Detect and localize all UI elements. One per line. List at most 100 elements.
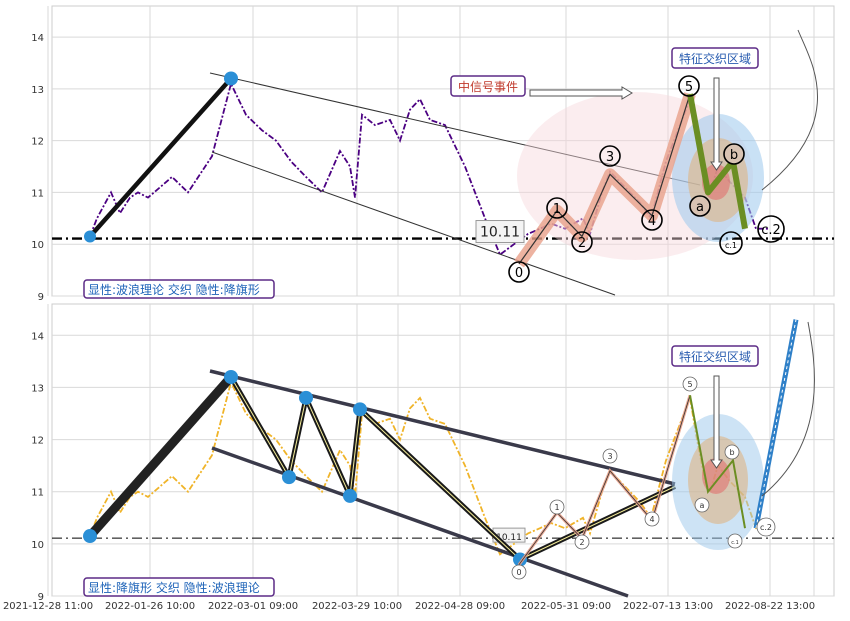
top-wave-marker — [678, 75, 700, 97]
top-y-tick-label: 11 — [31, 188, 44, 199]
top-reference-tag-box — [475, 220, 525, 244]
bottom-channel-upper — [209, 369, 676, 486]
top-wave-label: 1 — [553, 202, 561, 217]
bottom-zone-label-box — [671, 345, 759, 367]
bottom-y-tick-label: 13 — [31, 383, 44, 394]
top-wave-label: 5 — [685, 80, 693, 95]
bottom-price-line — [89, 379, 768, 556]
top-y-tick-label: 13 — [31, 85, 44, 96]
bottom-wave-label: 0 — [516, 568, 521, 577]
bottom-wave-marker — [644, 511, 660, 527]
top-wave-marker — [689, 195, 711, 217]
top-wave-marker — [546, 197, 568, 219]
bottom-panel: 9101112131410.11012345abc.1c.2特征交织区域显性:降… — [31, 303, 835, 603]
bottom-wave-label: 1 — [554, 503, 559, 512]
top-wave-label: 0 — [515, 266, 523, 281]
bottom-pivot-marker — [353, 402, 367, 417]
x-tick-label: 2022-08-22 13:00 — [725, 601, 815, 612]
top-pivot-marker — [224, 71, 238, 86]
top-wave-label: a — [696, 200, 704, 215]
top-zone-label: 特征交织区域 — [679, 51, 751, 66]
top-wave-label: 4 — [648, 214, 656, 229]
bottom-wave-marker — [574, 534, 590, 550]
top-wave-label: b — [730, 148, 738, 163]
top-correction-path — [687, 93, 748, 230]
bottom-wave-marker — [682, 376, 698, 392]
bottom-correction-path — [689, 395, 746, 529]
top-panel: 9101112131410.11012345abc.1c.2中信号事件特征交织区… — [31, 5, 835, 303]
bottom-pivot-marker — [282, 470, 296, 485]
top-target-arc — [761, 29, 818, 191]
top-wave-marker — [723, 143, 745, 165]
top-event-arrow — [529, 86, 633, 100]
top-zone-label-box — [671, 47, 759, 69]
bottom-wave-marker — [727, 533, 743, 549]
x-tick-label: 2022-07-13 13:00 — [623, 601, 713, 612]
bottom-wave-label: b — [729, 448, 734, 457]
bottom-wave-marker — [724, 444, 740, 460]
bottom-wave-label: c.2 — [760, 523, 772, 532]
top-channel-lower — [211, 151, 616, 296]
x-tick-label: 2022-03-01 09:00 — [208, 601, 298, 612]
top-wave-label: 3 — [606, 150, 614, 165]
bottom-wave-marker — [756, 517, 776, 537]
bottom-y-tick-label: 10 — [31, 540, 44, 551]
bottom-rally-leg — [86, 374, 235, 540]
top-reference-label: 10.11 — [480, 225, 520, 241]
top-y-tick-label: 12 — [31, 137, 44, 148]
bottom-channel-lower — [211, 446, 629, 598]
top-reference-tag: 10.11 — [475, 220, 525, 244]
top-wave-marker — [757, 215, 785, 243]
bottom-zone-label: 特征交织区域 — [679, 349, 751, 364]
bottom-wave-label: c.1 — [731, 540, 739, 546]
bottom-target-arc — [761, 321, 815, 497]
bottom-projection-dash — [755, 319, 797, 529]
top-channel-upper — [209, 72, 701, 186]
bottom-pattern-label: 显性:降旗形 交织 隐性:波浪理论 — [88, 580, 260, 595]
top-wave-path — [518, 93, 691, 265]
bottom-feature-zone-core — [702, 458, 730, 494]
bottom-y-tick-label: 9 — [38, 592, 44, 603]
top-event-label: 中信号事件 — [458, 79, 518, 94]
bottom-wave-marker — [602, 448, 618, 464]
bottom-reference-label: 10.11 — [496, 533, 522, 543]
x-tick-label: 2022-05-31 09:00 — [521, 601, 611, 612]
top-wave-marker — [719, 231, 743, 255]
bottom-pivot-marker — [343, 488, 357, 503]
top-wave-label: c.2 — [761, 223, 781, 238]
top-wave-marker — [571, 231, 593, 253]
top-pattern-label-box — [83, 279, 275, 299]
top-zone-arrow — [710, 77, 723, 171]
bottom-wave-label: a — [700, 501, 705, 510]
bottom-zone-arrow — [710, 375, 723, 469]
top-rally-leg — [88, 77, 233, 238]
bottom-pivot-marker — [83, 529, 97, 544]
bottom-wave-label: 4 — [649, 515, 654, 524]
bottom-pivot-marker — [299, 390, 313, 405]
top-y-tick-label: 9 — [38, 292, 44, 303]
bottom-wave-marker — [694, 497, 710, 513]
bottom-wave-marker — [511, 564, 527, 580]
top-wave-marker — [599, 145, 621, 167]
top-wave-label: 2 — [578, 236, 586, 251]
top-y-tick-label: 14 — [31, 33, 44, 44]
bottom-wave-label: 5 — [687, 380, 692, 389]
bottom-flag-path-inner — [89, 376, 676, 560]
bottom-pivot-marker — [224, 370, 238, 384]
x-tick-label: 2022-04-28 09:00 — [415, 601, 505, 612]
top-y-tick-label: 10 — [31, 240, 44, 251]
top-pivot-marker — [84, 230, 96, 243]
bottom-wave-path — [518, 395, 691, 565]
x-tick-label: 2022-01-26 10:00 — [105, 601, 195, 612]
top-wave-marker — [508, 261, 530, 283]
top-wave-label: c.1 — [725, 241, 737, 250]
top-pattern-label: 显性:波浪理论 交织 隐性:降旗形 — [88, 282, 260, 297]
bottom-wave-label: 2 — [579, 538, 584, 547]
bottom-y-tick-label: 11 — [31, 488, 44, 499]
x-tick-label: 2021-12-28 11:00 — [3, 601, 93, 612]
bottom-wave-label: 3 — [607, 452, 612, 461]
bottom-wave-marker — [549, 499, 565, 515]
bottom-pattern-label-box — [83, 577, 275, 597]
